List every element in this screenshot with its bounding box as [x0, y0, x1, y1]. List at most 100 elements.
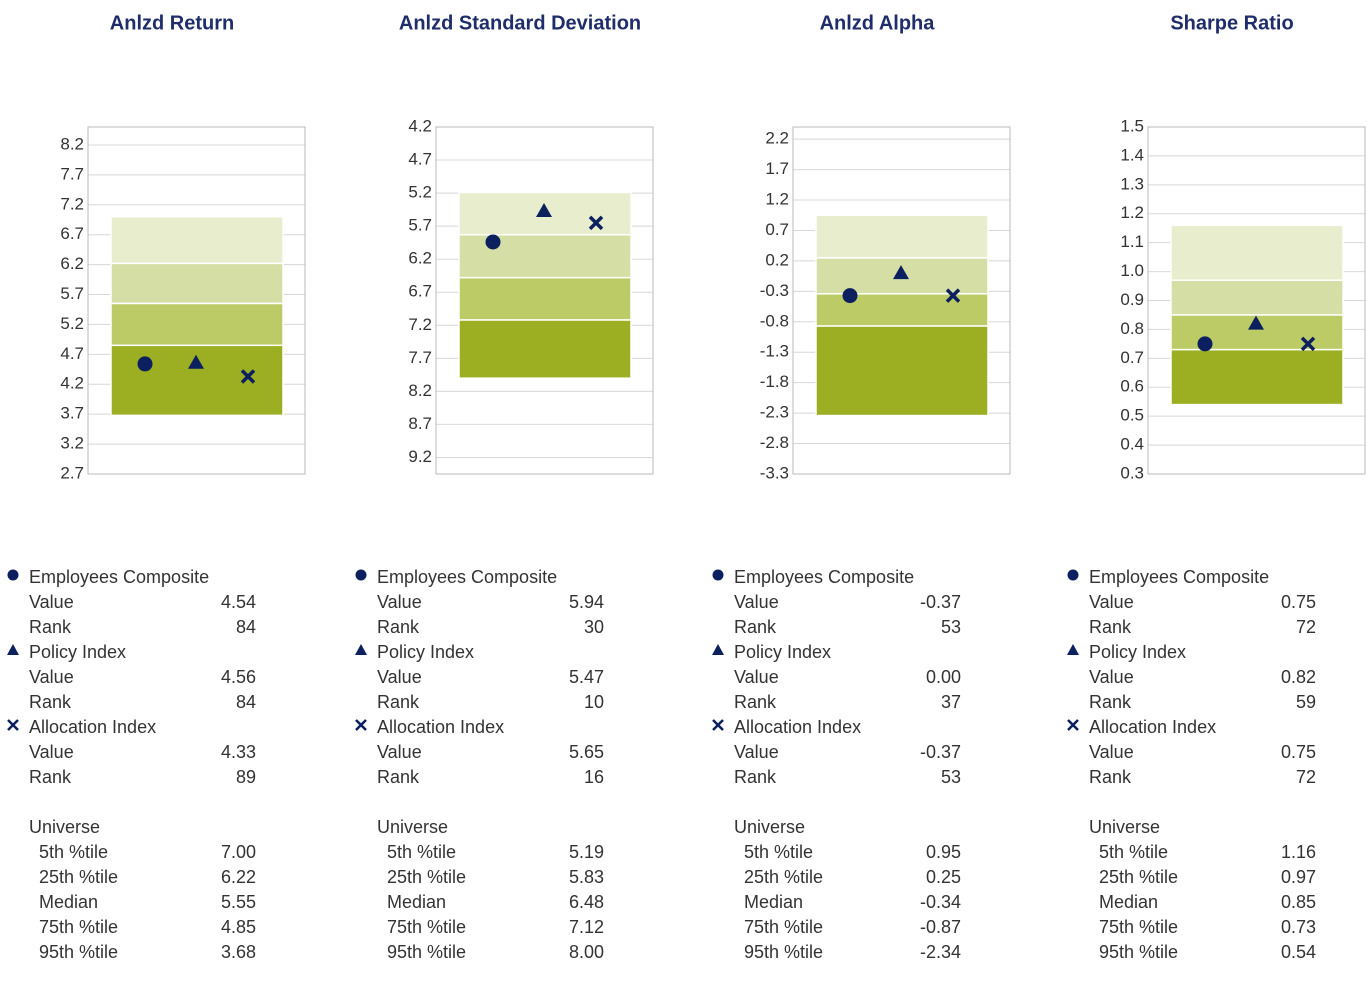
y-tick-label: 0.8	[1120, 319, 1144, 338]
rank-number: 53	[941, 617, 961, 637]
percentile-name: Median	[39, 892, 98, 912]
percentile-value: 6.48	[569, 892, 604, 912]
marker-triangle	[536, 202, 552, 217]
percentile-value: 0.73	[1281, 917, 1316, 937]
chart-title: Anlzd Return	[110, 12, 234, 34]
chart-title: Sharpe Ratio	[1170, 12, 1293, 34]
legend-name: Allocation Index	[377, 717, 504, 737]
y-tick-label: -3.3	[760, 463, 789, 482]
legend-icon	[712, 719, 724, 731]
value-number: 0.75	[1281, 742, 1316, 762]
percentile-name: 75th %tile	[1099, 917, 1178, 937]
legend-icon	[1067, 569, 1079, 581]
percentile-value: 4.85	[221, 917, 256, 937]
percentile-value: 6.22	[221, 867, 256, 887]
value-label: Value	[377, 592, 422, 612]
percentile-value: 8.00	[569, 942, 604, 962]
legend-icon	[355, 644, 367, 655]
rank-number: 84	[236, 617, 256, 637]
y-tick-label: 4.2	[60, 374, 84, 393]
y-tick-label: 0.2	[765, 250, 789, 269]
y-tick-label: -0.8	[760, 311, 789, 330]
y-tick-label: 7.7	[408, 348, 432, 367]
y-tick-label: 3.7	[60, 404, 84, 423]
value-number: 4.33	[221, 742, 256, 762]
percentile-band	[110, 344, 284, 417]
percentile-value: 1.16	[1281, 842, 1316, 862]
value-number: 5.65	[569, 742, 604, 762]
marker-cross	[240, 369, 256, 384]
percentile-name: 5th %tile	[387, 842, 456, 862]
y-tick-label: 6.7	[408, 282, 432, 301]
legend-name: Policy Index	[734, 642, 831, 662]
legend-name: Employees Composite	[29, 567, 209, 587]
percentile-band	[1170, 348, 1344, 406]
rank-label: Rank	[377, 617, 420, 637]
percentile-value: 0.97	[1281, 867, 1316, 887]
y-tick-label: 1.3	[1120, 174, 1144, 193]
y-tick-label: 1.1	[1120, 232, 1144, 251]
value-number: 0.75	[1281, 592, 1316, 612]
marker-circle	[137, 356, 153, 372]
percentile-name: 75th %tile	[39, 917, 118, 937]
percentile-value: 0.54	[1281, 942, 1316, 962]
rank-label: Rank	[734, 617, 777, 637]
y-tick-label: -2.8	[760, 433, 789, 452]
percentile-name: 25th %tile	[387, 867, 466, 887]
value-label: Value	[734, 742, 779, 762]
value-number: 4.56	[221, 667, 256, 687]
y-tick-label: 8.2	[60, 134, 84, 153]
y-tick-label: 0.7	[765, 220, 789, 239]
rank-label: Rank	[734, 767, 777, 787]
legend-icon	[7, 569, 19, 581]
percentile-name: 25th %tile	[39, 867, 118, 887]
percentile-name: 25th %tile	[744, 867, 823, 887]
plot-frame	[792, 126, 1011, 475]
value-label: Value	[29, 742, 74, 762]
rank-label: Rank	[29, 617, 72, 637]
legend-name: Policy Index	[377, 642, 474, 662]
percentile-band	[815, 325, 989, 417]
legend-name: Allocation Index	[734, 717, 861, 737]
legend-icon	[712, 569, 724, 581]
y-tick-label: 8.7	[408, 414, 432, 433]
legend-icon	[355, 719, 367, 731]
y-tick-label: 5.7	[60, 284, 84, 303]
marker-circle	[485, 234, 501, 250]
y-tick-label: 3.2	[60, 434, 84, 453]
y-tick-label: 0.6	[1120, 377, 1144, 396]
legend-icon	[7, 719, 19, 731]
rank-number: 72	[1296, 617, 1316, 637]
value-label: Value	[734, 592, 779, 612]
chart-title: Anlzd Alpha	[820, 12, 936, 34]
y-tick-label: 5.7	[408, 216, 432, 235]
marker-cross	[945, 288, 961, 303]
percentile-name: 95th %tile	[39, 942, 118, 962]
percentile-name: 5th %tile	[39, 842, 108, 862]
value-label: Value	[1089, 667, 1134, 687]
rank-label: Rank	[29, 767, 72, 787]
percentile-band	[110, 262, 284, 305]
legend-name: Policy Index	[29, 642, 126, 662]
value-label: Value	[734, 667, 779, 687]
value-number: -0.37	[920, 592, 961, 612]
rank-label: Rank	[1089, 767, 1132, 787]
y-tick-label: 2.7	[60, 463, 84, 482]
universe-label: Universe	[377, 817, 448, 837]
percentile-name: 75th %tile	[387, 917, 466, 937]
percentile-value: 7.12	[569, 917, 604, 937]
y-tick-label: 1.7	[765, 159, 789, 178]
y-tick-label: 7.2	[408, 315, 432, 334]
y-tick-label: 7.2	[60, 194, 84, 213]
percentile-band	[1170, 279, 1344, 316]
y-tick-label: 1.5	[1120, 116, 1144, 135]
marker-triangle	[893, 265, 909, 280]
universe-label: Universe	[29, 817, 100, 837]
value-number: 4.54	[221, 592, 256, 612]
percentile-band	[110, 215, 284, 265]
y-tick-label: 5.2	[408, 183, 432, 202]
percentile-name: 95th %tile	[387, 942, 466, 962]
percentile-name: Median	[744, 892, 803, 912]
legend-name: Allocation Index	[29, 717, 156, 737]
rank-number: 59	[1296, 692, 1316, 712]
